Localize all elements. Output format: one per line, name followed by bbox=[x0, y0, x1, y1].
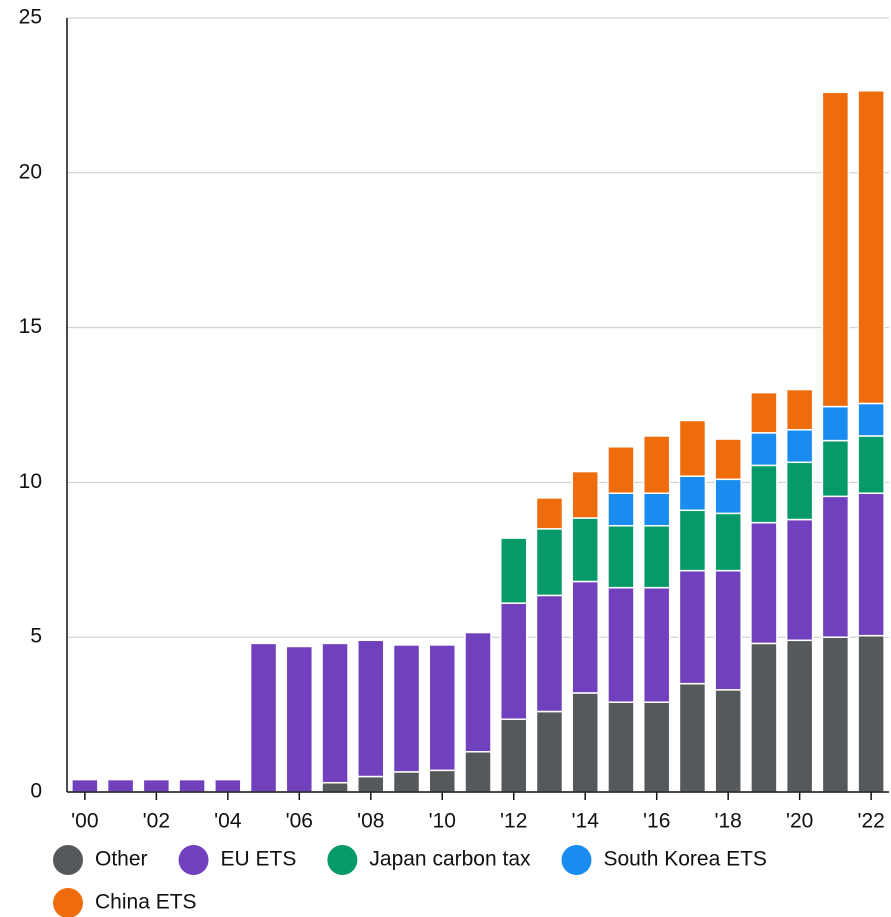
bar-segment bbox=[499, 602, 528, 720]
bar-segment bbox=[785, 639, 814, 793]
bar-segment bbox=[71, 778, 99, 793]
legend-label: EU ETS bbox=[221, 848, 297, 871]
bar-segment bbox=[249, 642, 278, 793]
bar-segment bbox=[357, 775, 385, 793]
bar-segment bbox=[750, 521, 778, 645]
bar-segment bbox=[750, 432, 778, 467]
bar-segment bbox=[821, 405, 850, 442]
y-tick-label: 10 bbox=[19, 470, 42, 493]
x-tick-label: '20 bbox=[786, 810, 813, 833]
legend-label: China ETS bbox=[95, 891, 197, 914]
legend-label: Other bbox=[95, 848, 148, 871]
legend-swatch bbox=[53, 888, 83, 917]
legend-swatch bbox=[327, 845, 358, 875]
y-tick-label: 25 bbox=[19, 6, 42, 29]
x-tick-label: '18 bbox=[714, 810, 741, 833]
bar-segment bbox=[750, 391, 778, 434]
bar-segment bbox=[321, 781, 349, 793]
bar-segment bbox=[678, 509, 707, 572]
x-tick-label: '04 bbox=[214, 810, 242, 833]
bar-segment bbox=[607, 701, 635, 793]
bar-segment bbox=[357, 639, 385, 778]
bar-segment bbox=[750, 464, 778, 524]
bar-segment bbox=[857, 435, 885, 494]
bar-segment bbox=[607, 492, 635, 527]
bar-segment bbox=[642, 524, 671, 589]
bar-segment bbox=[785, 518, 814, 642]
bar-segment bbox=[714, 569, 742, 691]
bar-segment bbox=[214, 778, 242, 793]
bar-segment bbox=[714, 512, 742, 572]
bar-segment bbox=[857, 634, 885, 793]
bar-segment bbox=[857, 90, 885, 405]
bar-segment bbox=[785, 461, 814, 521]
bar-segment bbox=[714, 438, 742, 481]
bar-segment bbox=[571, 580, 599, 694]
bar-segment bbox=[535, 594, 564, 713]
x-tick-label: '16 bbox=[643, 810, 670, 833]
bar-segment bbox=[714, 689, 742, 793]
bar-segment bbox=[678, 682, 707, 793]
bar-segment bbox=[642, 586, 671, 703]
bar-segment bbox=[642, 435, 671, 494]
x-tick-label: '02 bbox=[143, 810, 170, 833]
bar-segment bbox=[607, 586, 635, 703]
bar-segment bbox=[642, 701, 671, 793]
bar-segment bbox=[821, 495, 850, 638]
x-tick-label: '12 bbox=[500, 810, 527, 833]
bar-segment bbox=[714, 478, 742, 515]
x-tick-label: '22 bbox=[857, 810, 884, 833]
bar-segment bbox=[499, 718, 528, 793]
bar-segment bbox=[392, 771, 421, 793]
bar-segment bbox=[821, 636, 850, 793]
bar-segment bbox=[785, 388, 814, 431]
x-tick-label: '00 bbox=[71, 810, 98, 833]
legend-swatch bbox=[561, 845, 592, 875]
y-tick-label: 15 bbox=[19, 315, 42, 338]
x-tick-label: '08 bbox=[357, 810, 384, 833]
y-tick-label: 20 bbox=[19, 160, 42, 183]
bar-segment bbox=[642, 492, 671, 527]
bar-segment bbox=[535, 710, 564, 793]
bar-segment bbox=[106, 778, 135, 793]
bar-segment bbox=[464, 631, 492, 753]
bar-segment bbox=[285, 645, 314, 793]
bar-segment bbox=[750, 642, 778, 793]
bar-segment bbox=[678, 569, 707, 685]
legend-swatch bbox=[178, 845, 209, 875]
bar-segment bbox=[678, 475, 707, 512]
bar-segment bbox=[857, 492, 885, 637]
y-tick-label: 0 bbox=[30, 780, 42, 803]
bar-segment bbox=[571, 470, 599, 519]
bar-segment bbox=[321, 642, 349, 784]
bar-segment bbox=[428, 644, 457, 772]
bar-segment bbox=[678, 419, 707, 477]
bar-segment bbox=[535, 497, 564, 530]
bar-segment bbox=[821, 439, 850, 498]
legend-swatch bbox=[53, 845, 83, 875]
bar-segment bbox=[857, 402, 885, 437]
y-tick-label: 5 bbox=[30, 625, 42, 648]
bar-segment bbox=[142, 778, 171, 793]
bar-segment bbox=[499, 537, 528, 604]
bar-segment bbox=[571, 692, 599, 793]
x-tick-label: '10 bbox=[429, 810, 456, 833]
bar-segment bbox=[785, 429, 814, 464]
bar-segment bbox=[607, 524, 635, 589]
legend-label: Japan carbon tax bbox=[369, 848, 531, 871]
x-tick-label: '06 bbox=[286, 810, 313, 833]
bar-segment bbox=[571, 517, 599, 583]
x-tick-label: '14 bbox=[572, 810, 600, 833]
bar-segment bbox=[178, 778, 206, 793]
bar-segment bbox=[392, 644, 421, 773]
bar-segment bbox=[464, 751, 492, 793]
bar-segment bbox=[607, 446, 635, 494]
bar-segment bbox=[428, 769, 457, 793]
legend-label: South Korea ETS bbox=[604, 848, 767, 871]
bar-segment bbox=[535, 528, 564, 597]
bar-segment bbox=[821, 91, 850, 408]
